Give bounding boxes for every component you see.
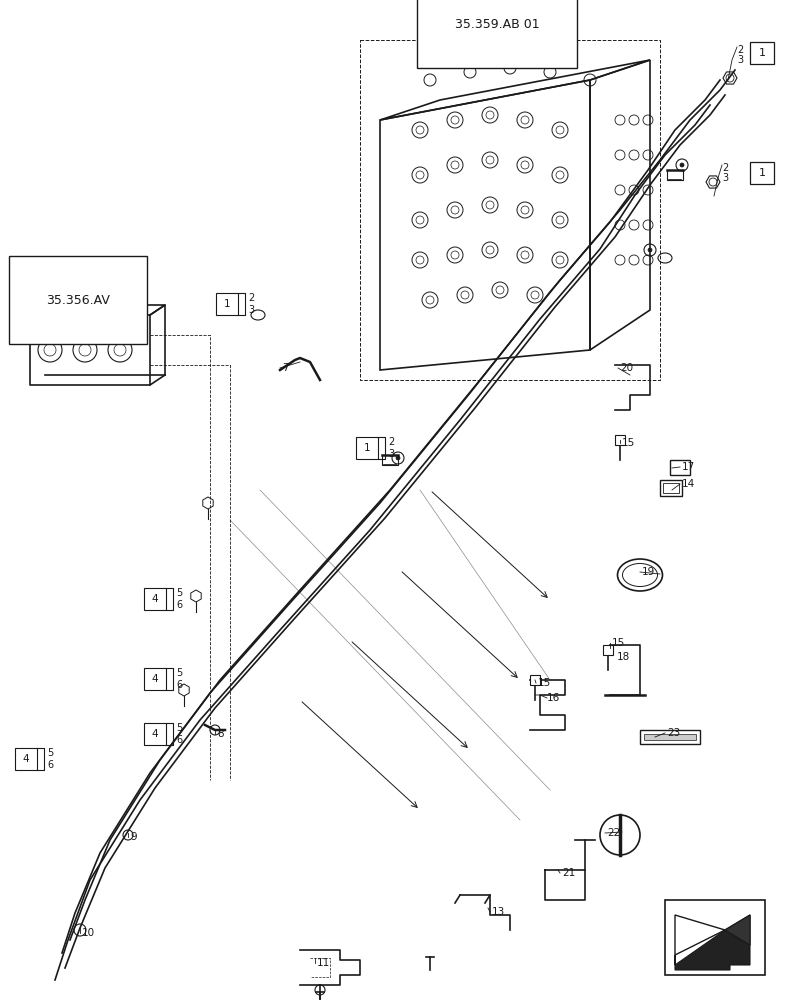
Bar: [144, 588, 165, 610]
Circle shape: [647, 248, 651, 252]
Bar: [659, 480, 681, 496]
Text: 18: 18: [616, 652, 629, 662]
Text: 4: 4: [152, 729, 158, 739]
Text: 2: 2: [736, 45, 742, 55]
Text: 17: 17: [681, 462, 694, 472]
Bar: [669, 460, 689, 475]
Text: 2: 2: [247, 293, 254, 303]
Text: 35.356.AV: 35.356.AV: [46, 294, 109, 306]
Bar: [614, 435, 624, 445]
Text: 21: 21: [561, 868, 574, 878]
Text: 7: 7: [281, 363, 288, 373]
Text: 3: 3: [388, 449, 393, 459]
Text: 15: 15: [611, 638, 624, 648]
Text: 5: 5: [176, 723, 182, 733]
Text: 3: 3: [247, 305, 254, 315]
Text: 3: 3: [721, 173, 727, 183]
Text: 5: 5: [176, 668, 182, 678]
Bar: [355, 437, 378, 459]
Text: 2: 2: [388, 437, 394, 447]
Text: 22: 22: [607, 828, 620, 838]
Text: 1: 1: [757, 48, 765, 58]
Bar: [15, 748, 37, 770]
Text: 5: 5: [47, 748, 54, 758]
Text: 23: 23: [666, 728, 680, 738]
Bar: [749, 162, 773, 184]
Bar: [663, 483, 678, 493]
Text: 6: 6: [176, 600, 182, 610]
Text: 6: 6: [176, 680, 182, 690]
Bar: [664, 900, 764, 975]
Text: 13: 13: [491, 907, 504, 917]
Text: 8: 8: [217, 729, 223, 739]
Text: 1: 1: [363, 443, 370, 453]
Text: 9: 9: [130, 832, 136, 842]
Bar: [643, 734, 695, 740]
Bar: [144, 723, 165, 745]
Text: 4: 4: [152, 674, 158, 684]
Text: 16: 16: [547, 693, 560, 703]
Text: 5: 5: [176, 588, 182, 598]
Polygon shape: [674, 930, 749, 970]
Bar: [144, 668, 165, 690]
Text: 15: 15: [538, 678, 551, 688]
Text: 1: 1: [757, 168, 765, 178]
Circle shape: [396, 456, 400, 460]
Bar: [216, 293, 238, 315]
Bar: [603, 645, 612, 655]
Text: 19: 19: [642, 567, 654, 577]
Bar: [639, 730, 699, 744]
Text: 4: 4: [23, 754, 29, 764]
Circle shape: [679, 163, 683, 167]
Text: 4: 4: [152, 594, 158, 604]
Text: 3: 3: [736, 55, 742, 65]
Bar: [749, 42, 773, 64]
Text: 6: 6: [47, 760, 53, 770]
Polygon shape: [724, 915, 749, 945]
Text: 2: 2: [721, 163, 727, 173]
Text: 1: 1: [223, 299, 230, 309]
Bar: [530, 675, 539, 685]
Text: 14: 14: [681, 479, 694, 489]
Text: 35.359.AB 01: 35.359.AB 01: [454, 18, 539, 31]
Text: 6: 6: [176, 735, 182, 745]
Text: 15: 15: [621, 438, 634, 448]
Text: 11: 11: [316, 958, 330, 968]
Text: 20: 20: [620, 363, 633, 373]
Text: 10: 10: [82, 928, 95, 938]
